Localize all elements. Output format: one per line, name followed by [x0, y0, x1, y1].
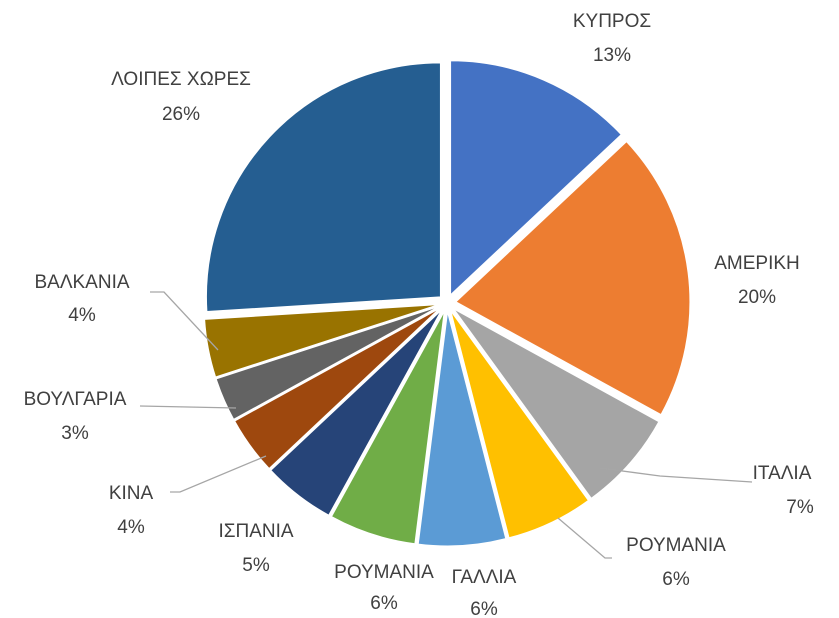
slice-label: ΙΣΠΑΝΙΑ: [218, 521, 293, 542]
value-label: 5%: [242, 555, 270, 576]
slice-label: ΚΥΠΡΟΣ: [573, 11, 651, 32]
pie-slice: [233, 307, 441, 470]
value-label: 6%: [370, 593, 398, 614]
leader-line: [557, 517, 612, 559]
pie-slice: [204, 304, 439, 378]
slice-label: ΑΜΕΡΙΚΗ: [714, 253, 800, 274]
slice-label: ΒΑΛΚΑΝΙΑ: [34, 272, 129, 293]
pie-slice: [453, 308, 660, 499]
value-label: 7%: [786, 497, 814, 518]
slice-label: ΡΟΥΜΑΝΙΑ: [334, 562, 434, 583]
value-label: 13%: [593, 45, 631, 66]
value-label: 4%: [117, 517, 145, 538]
leader-line: [170, 455, 267, 493]
value-label: 26%: [162, 104, 200, 125]
pie-slice: [215, 306, 439, 420]
value-label: 6%: [662, 569, 690, 590]
pie-slice: [455, 140, 691, 416]
slice-label: ΙΤΑΛΙΑ: [753, 463, 812, 484]
value-label: 4%: [68, 305, 96, 326]
slice-label: ΛΟΙΠΕΣ ΧΩΡΕΣ: [111, 69, 251, 90]
value-label: 20%: [738, 287, 776, 308]
value-label: 6%: [470, 599, 498, 618]
pie-slice: [270, 309, 442, 516]
pie-slice: [417, 311, 507, 547]
leader-line: [599, 467, 753, 483]
pie-slice: [205, 62, 441, 313]
leader-line: [139, 405, 237, 409]
value-label: 3%: [61, 423, 89, 444]
slice-label: ΓΑΛΛΙΑ: [452, 567, 517, 588]
slice-label: ΚΙΝΑ: [109, 483, 154, 504]
leader-line: [150, 291, 219, 351]
pie-slice: [450, 310, 590, 539]
slice-label: ΒΟΥΛΓΑΡΙΑ: [24, 389, 127, 410]
pie-slice: [330, 311, 445, 545]
pie-slice: [450, 60, 622, 296]
slice-label: ΡΟΥΜΑΝΙΑ: [626, 535, 726, 556]
